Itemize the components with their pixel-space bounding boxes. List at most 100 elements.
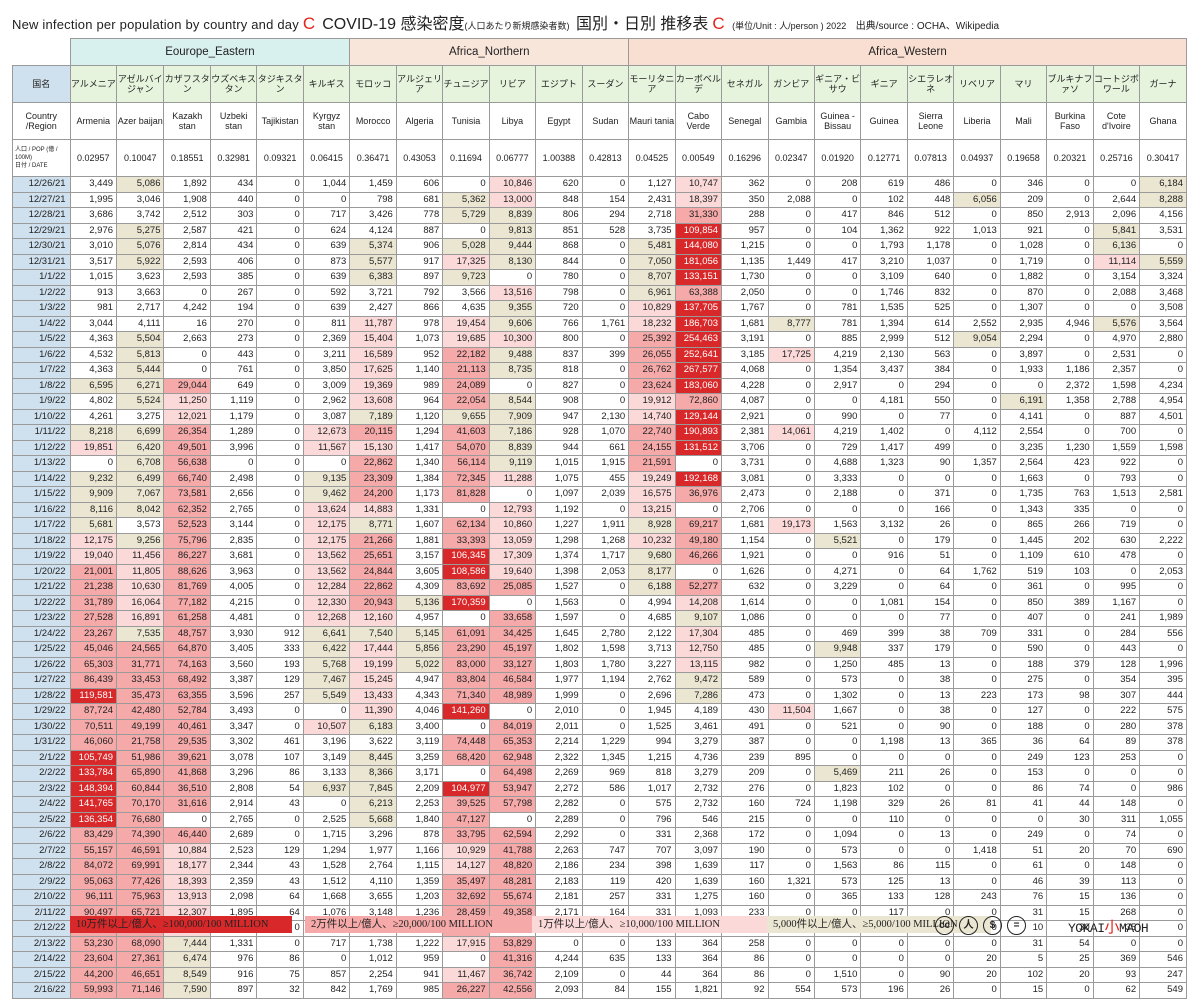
value-cell: 1,044 <box>302 176 351 193</box>
value-cell: 102 <box>999 966 1048 983</box>
value-cell: 0 <box>1046 610 1094 627</box>
country-name-jp: ギニア・ビサウ <box>813 65 862 103</box>
value-cell: 0 <box>256 827 304 844</box>
value-cell: 0 <box>442 718 490 735</box>
value-cell: 2,369 <box>302 331 351 348</box>
value-cell: 56,114 <box>442 455 490 472</box>
value-cell: 5,374 <box>349 238 397 255</box>
value-cell: 1,227 <box>535 517 583 534</box>
value-cell: 15,130 <box>349 439 397 456</box>
table-row: 2/15/22 44,200 46,651 8,549 916 75 857 2,254 941… <box>12 966 1187 983</box>
value-cell: 44 <box>1046 796 1094 813</box>
date-cell: 12/28/21 <box>12 207 71 224</box>
value-cell: 42,480 <box>116 703 165 720</box>
license-cc-icon: cc <box>935 916 954 935</box>
date-label-text: 日付 / DATE <box>15 163 48 169</box>
value-cell: 5 <box>999 951 1048 968</box>
value-cell: 6,961 <box>628 284 676 301</box>
value-cell: 1,167 <box>1092 594 1141 611</box>
value-cell: 3,157 <box>395 548 444 565</box>
value-cell: 420 <box>628 873 676 890</box>
value-cell: 0 <box>767 858 815 875</box>
value-cell: 2,788 <box>1092 393 1141 410</box>
value-cell: 75 <box>256 966 304 983</box>
value-cell: 136 <box>1092 889 1141 906</box>
value-cell: 87,724 <box>69 703 118 720</box>
value-cell: 36,510 <box>163 780 211 797</box>
value-cell: 13,215 <box>628 501 676 518</box>
value-cell: 2,039 <box>581 486 630 503</box>
value-cell: 346 <box>999 176 1048 193</box>
value-cell: 10,747 <box>674 176 723 193</box>
value-cell: 59,993 <box>69 982 118 999</box>
value-cell: 17,325 <box>442 253 490 270</box>
country-jp-row: 国名 アルメニア アゼルバイジャン カザフスタン ウズベキスタン タジキスタン キルギス モロ… <box>12 65 1187 103</box>
value-cell: 88,626 <box>163 563 211 580</box>
value-cell: 5,729 <box>442 207 490 224</box>
value-cell: 1,417 <box>860 439 908 456</box>
value-cell: 0 <box>953 300 1001 317</box>
population-value: 0.42813 <box>581 139 630 177</box>
value-cell: 46,266 <box>674 548 723 565</box>
value-cell: 0 <box>813 935 862 952</box>
value-cell: 172 <box>721 827 769 844</box>
value-cell: 74,163 <box>163 656 211 673</box>
value-cell: 0 <box>953 858 1001 875</box>
value-cell: 8,288 <box>1139 191 1187 208</box>
value-cell: 13 <box>906 827 955 844</box>
value-cell: 125 <box>860 873 908 890</box>
value-cell: 12,175 <box>69 532 118 549</box>
value-cell: 5,469 <box>813 765 862 782</box>
value-cell: 2,053 <box>1139 563 1187 580</box>
country-name-en: Senegal <box>721 102 769 140</box>
value-cell: 1,945 <box>628 703 676 720</box>
date-cell: 1/14/22 <box>12 470 71 487</box>
value-cell: 160 <box>721 873 769 890</box>
table-row: 1/29/22 87,724 42,480 52,784 3,493 0 0 11,390 4,… <box>12 703 1187 720</box>
value-cell: 26 <box>906 765 955 782</box>
value-cell: 2,656 <box>209 486 258 503</box>
value-cell: 2,525 <box>302 811 351 828</box>
value-cell: 0 <box>1046 284 1094 301</box>
date-cell: 1/29/22 <box>12 703 71 720</box>
value-cell: 86,227 <box>163 548 211 565</box>
value-cell: 144,080 <box>674 238 723 255</box>
value-cell: 123 <box>1046 749 1094 766</box>
value-cell: 0 <box>581 703 630 720</box>
value-cell: 2,359 <box>209 873 258 890</box>
value-cell: 65,303 <box>69 656 118 673</box>
value-cell: 3,405 <box>209 641 258 658</box>
value-cell: 14,061 <box>767 424 815 441</box>
value-cell: 9,680 <box>628 548 676 565</box>
value-cell: 337 <box>860 641 908 658</box>
legend-item: 2万件以上/億人、≥20,000/100 MILLION <box>305 916 547 933</box>
value-cell: 1,012 <box>349 951 397 968</box>
value-cell: 9,054 <box>953 331 1001 348</box>
value-cell: 331 <box>999 625 1048 642</box>
value-cell: 9,723 <box>442 269 490 286</box>
value-cell: 0 <box>1046 703 1094 720</box>
value-cell: 0 <box>256 703 304 720</box>
value-cell: 0 <box>1139 346 1187 363</box>
value-cell: 9,444 <box>488 238 537 255</box>
value-cell: 423 <box>1046 455 1094 472</box>
value-cell: 1,321 <box>767 873 815 890</box>
value-cell: 141,765 <box>69 796 118 813</box>
value-cell: 3,333 <box>813 470 862 487</box>
table-row: 2/2/22 133,784 65,890 41,868 3,296 86 3,133 8,3… <box>12 765 1187 782</box>
value-cell: 0 <box>581 594 630 611</box>
value-cell: 3,622 <box>349 734 397 751</box>
value-cell: 3,302 <box>209 734 258 751</box>
value-cell: 41,316 <box>488 951 537 968</box>
value-cell: 0 <box>953 982 1001 999</box>
value-cell: 3,275 <box>116 408 165 425</box>
value-cell: 0 <box>1139 641 1187 658</box>
value-cell: 55,157 <box>69 842 118 859</box>
date-cell: 2/14/22 <box>12 951 71 968</box>
country-name-jp: タジキスタン <box>256 65 304 103</box>
value-cell: 0 <box>906 951 955 968</box>
value-cell: 258 <box>721 935 769 952</box>
value-cell: 24,200 <box>349 486 397 503</box>
value-cell: 30 <box>1046 811 1094 828</box>
population-value: 0.32981 <box>209 139 258 177</box>
